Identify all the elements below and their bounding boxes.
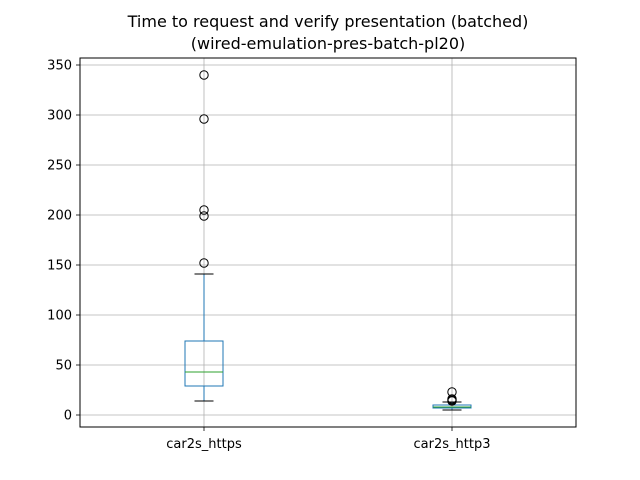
chart-title: Time to request and verify presentation … (127, 12, 529, 31)
box-car2s_http3 (432, 387, 472, 411)
outlier-point (199, 211, 209, 221)
outlier-point (447, 387, 457, 397)
y-tick-label: 350 (47, 59, 72, 74)
y-tick-label: 0 (64, 409, 72, 424)
x-tick-label: car2s_http3 (414, 437, 491, 452)
plot-frame (79, 57, 577, 428)
outlier-point (447, 394, 457, 404)
axes: 0 50 100 150 200 250 300 350 car2s_https car2s_ht… (47, 59, 490, 453)
box-car2s_https (184, 70, 224, 402)
y-tick-label: 200 (47, 209, 72, 224)
outlier-point (199, 114, 209, 124)
y-tick-label: 100 (47, 309, 72, 324)
grid-lines (80, 58, 576, 427)
iqr-box (184, 340, 224, 387)
y-tick-label: 150 (47, 259, 72, 274)
chart-subtitle: (wired-emulation-pres-batch-pl20) (191, 34, 466, 53)
outlier-point (199, 258, 209, 268)
outlier-point (199, 205, 209, 215)
box-plots (184, 70, 472, 411)
x-tick-label: car2s_https (166, 437, 242, 452)
y-tick-label: 250 (47, 159, 72, 174)
y-tick-label: 50 (55, 359, 72, 374)
outlier-point (199, 70, 209, 80)
y-tick-label: 300 (47, 109, 72, 124)
